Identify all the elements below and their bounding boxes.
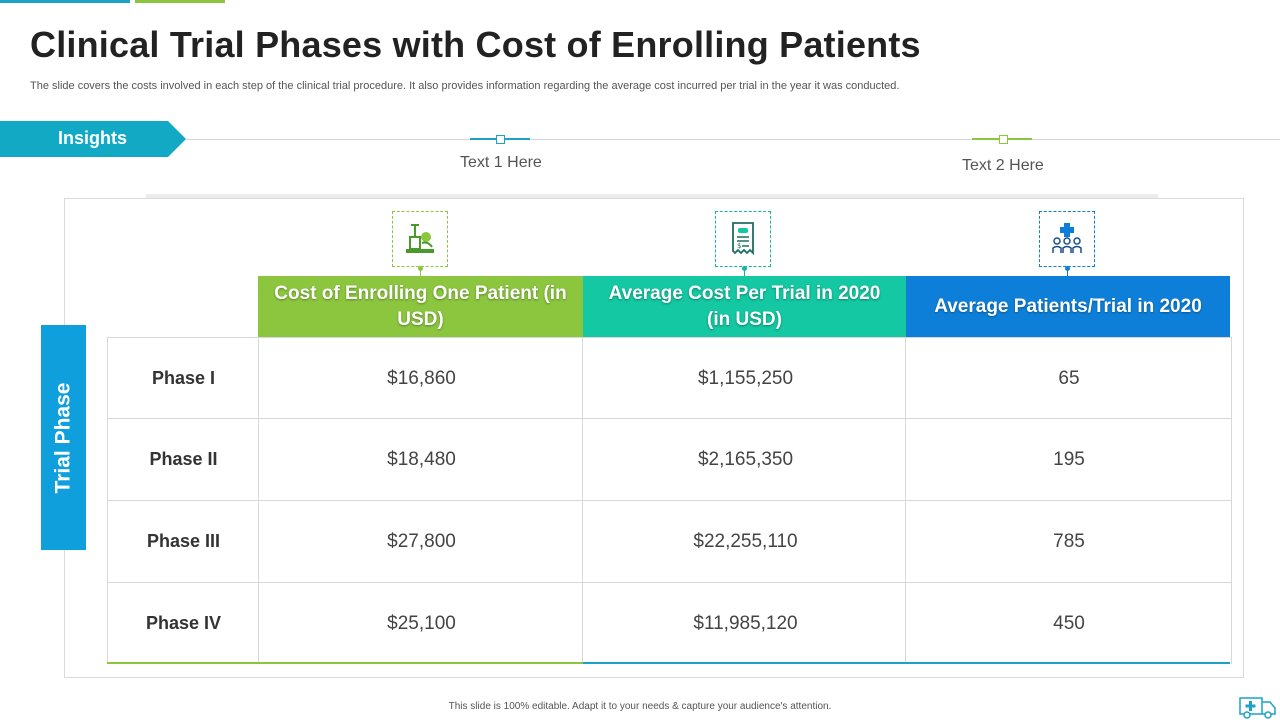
- icon-1-stem: [420, 267, 421, 276]
- table-row: Phase II $18,480 $2,165,350 195: [108, 418, 1231, 500]
- phase-label: Phase III: [146, 531, 221, 551]
- data-table: Phase I $16,860 $1,155,250 65 Phase II $…: [107, 337, 1232, 664]
- icon-2-stem: [744, 267, 745, 276]
- icon-1-dot: [418, 266, 423, 271]
- top-accent-bar-green: [135, 0, 225, 3]
- cost-cell: $16,860: [387, 367, 456, 389]
- ambulance-icon: [1238, 692, 1278, 725]
- patients-cell: 65: [1058, 367, 1080, 389]
- trial-phase-side-label: Trial Phase: [41, 325, 86, 550]
- icon-3-stem: [1067, 267, 1068, 276]
- avg-cost-cell: $2,165,350: [697, 448, 794, 470]
- insights-label: Insights: [58, 128, 128, 148]
- avg-cost-cell: $11,985,120: [693, 612, 798, 634]
- cost-cell: $27,800: [387, 530, 456, 552]
- avg-cost-cell: $1,155,250: [697, 367, 794, 389]
- insights-tab: [0, 121, 186, 157]
- avg-cost-cell: $22,255,110: [693, 530, 798, 552]
- patients-cell: 450: [1053, 612, 1085, 634]
- panel-shadow: [146, 194, 1158, 201]
- column-header-avg-patients: Average Patients/Trial in 2020: [906, 276, 1230, 337]
- svg-text:$: $: [737, 242, 741, 250]
- timeline-line: [186, 139, 1280, 140]
- page-title: Clinical Trial Phases with Cost of Enrol…: [30, 24, 921, 65]
- patients-group-icon: [1039, 211, 1095, 267]
- table-row: Phase III $27,800 $22,255,110 785: [108, 500, 1231, 582]
- medical-equipment-icon: [392, 211, 448, 267]
- callout-2-text: Text 2 Here: [962, 157, 1044, 174]
- column-divider: [258, 337, 259, 664]
- phase-label: Phase II: [149, 449, 218, 469]
- trial-phase-label-text: Trial Phase: [51, 382, 75, 493]
- column-divider: [582, 337, 583, 664]
- callout-2-marker: [999, 135, 1008, 144]
- column-header-cost-per-patient: Cost of Enrolling One Patient (in USD): [258, 276, 583, 337]
- phase-label: Phase IV: [145, 613, 222, 633]
- page-subtitle: The slide covers the costs involved in e…: [30, 80, 900, 92]
- table-bottom-border-blue: [583, 662, 1230, 664]
- prescription-document-icon: $: [715, 211, 771, 267]
- cost-cell: $18,480: [387, 448, 456, 470]
- icon-2-dot: [742, 266, 747, 271]
- callout-1-marker: [496, 135, 505, 144]
- top-accent-bar-cyan: [0, 0, 130, 3]
- table-bottom-border-green: [107, 662, 583, 664]
- cost-cell: $25,100: [387, 612, 456, 634]
- phase-label: Phase I: [151, 368, 216, 388]
- column-divider: [905, 337, 906, 664]
- column-header-avg-cost-per-trial: Average Cost Per Trial in 2020 (in USD): [583, 276, 906, 337]
- icon-3-dot: [1065, 266, 1070, 271]
- callout-1-text: Text 1 Here: [460, 154, 542, 171]
- footer-note: This slide is 100% editable. Adapt it to…: [448, 701, 832, 712]
- table-row: Phase I $16,860 $1,155,250 65: [108, 337, 1231, 419]
- table-row: Phase IV $25,100 $11,985,120 450: [108, 582, 1231, 664]
- patients-cell: 785: [1053, 530, 1085, 552]
- patients-cell: 195: [1053, 448, 1085, 470]
